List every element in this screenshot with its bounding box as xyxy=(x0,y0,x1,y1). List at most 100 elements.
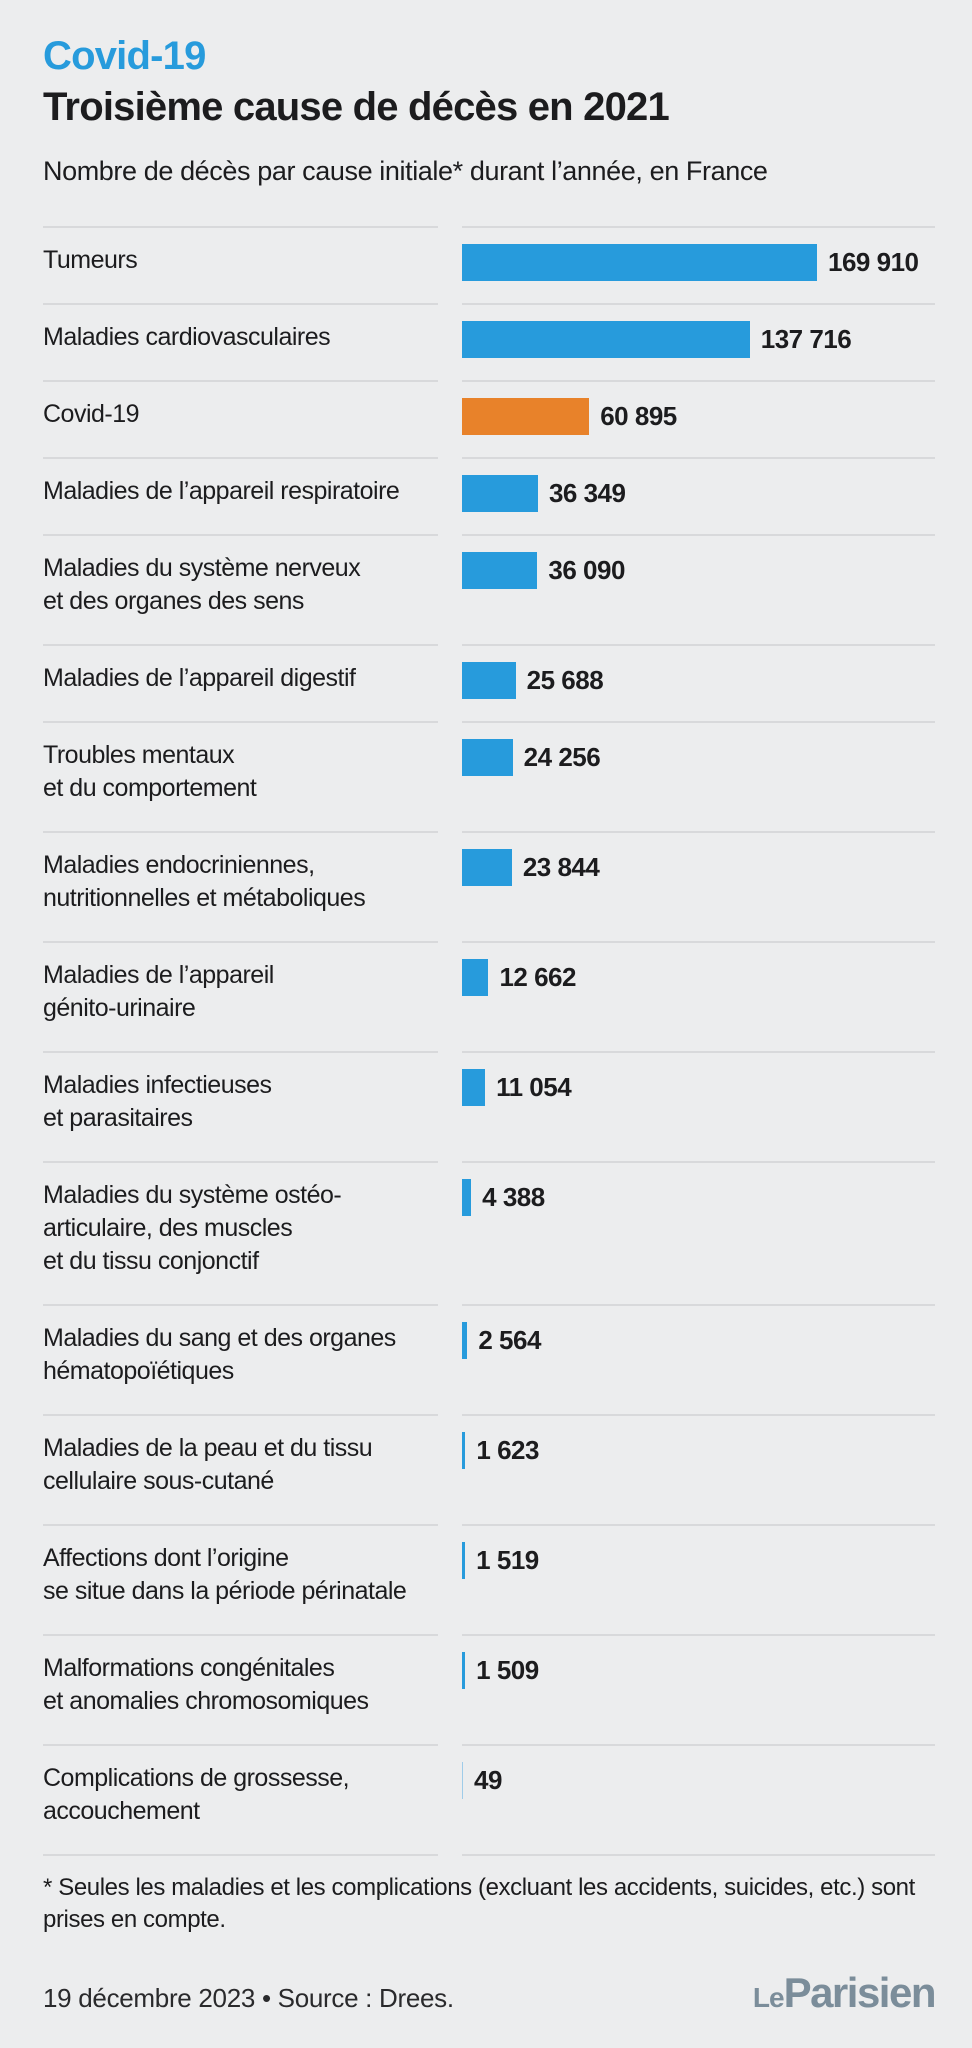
bar xyxy=(462,661,516,699)
value-label: 11 054 xyxy=(496,1071,572,1102)
row-label: Maladies de l’appareil digestif xyxy=(43,662,438,721)
row-bar-cell: 137 716 xyxy=(462,302,935,380)
value-label: 137 716 xyxy=(760,323,852,354)
page-title: Troisième cause de décès en 2021 xyxy=(43,84,670,129)
row-divider-right xyxy=(462,1160,935,1163)
bar-wrap: 11 054 xyxy=(462,1068,935,1106)
closing-divider-left-cell xyxy=(43,1853,462,1856)
row-label-line: Maladies de l’appareil xyxy=(43,960,274,989)
row-bar-cell: 23 844 xyxy=(462,830,935,941)
le-parisien-logo: LeParisien xyxy=(752,1971,937,2014)
row-label-cell: Complications de grossesse, accouchement xyxy=(43,1743,462,1854)
chart-row: Affections dont l’origine se situe dans l… xyxy=(43,1523,935,1634)
row-divider-left xyxy=(43,1303,438,1306)
row-bar-cell: 2 564 xyxy=(462,1303,935,1414)
row-divider-right xyxy=(462,720,935,723)
row-divider-left xyxy=(43,1050,438,1053)
row-label: Maladies de l’appareil respiratoire xyxy=(43,475,438,534)
row-label-line: Maladies du système ostéo- xyxy=(43,1180,342,1209)
value-label: 1 509 xyxy=(476,1654,539,1685)
value-label: 1 623 xyxy=(476,1434,539,1465)
chart-row: Covid-19 60 895 xyxy=(43,379,935,457)
row-label: Maladies infectieuses et parasitaires xyxy=(43,1069,438,1161)
bar-wrap: 137 716 xyxy=(462,320,935,358)
row-label-line: nutritionnelles et métaboliques xyxy=(43,883,366,912)
bar xyxy=(462,474,538,512)
row-label: Maladies de l’appareil génito-urinaire xyxy=(43,959,438,1051)
row-label-line: Maladies endocriniennes, xyxy=(43,850,315,879)
row-divider-left xyxy=(43,1413,438,1416)
row-divider-right xyxy=(462,1413,935,1416)
bar xyxy=(462,320,750,358)
closing-divider-right xyxy=(462,1853,935,1856)
row-divider-right xyxy=(462,302,935,305)
chart-row: Maladies de l’appareil respiratoire 36 3… xyxy=(43,456,935,534)
row-label: Maladies cardiovasculaires xyxy=(43,321,438,380)
row-label-cell: Maladies cardiovasculaires xyxy=(43,302,462,380)
row-divider-left xyxy=(43,1160,438,1163)
row-label-line: génito-urinaire xyxy=(43,993,196,1022)
row-label: Troubles mentaux et du comportement xyxy=(43,739,438,831)
bar xyxy=(462,243,817,281)
row-label: Maladies du système ostéo-articulaire, d… xyxy=(43,1179,438,1304)
row-label-line: Maladies du sang et des organes xyxy=(43,1323,396,1352)
value-label: 25 688 xyxy=(526,664,604,695)
row-label-line: et du tissu conjonctif xyxy=(43,1246,259,1275)
bar-wrap: 60 895 xyxy=(462,397,935,435)
footer: 19 décembre 2023 • Source : Drees. LePar… xyxy=(43,1971,937,2014)
row-divider-right xyxy=(462,379,935,382)
bar-wrap: 49 xyxy=(462,1761,935,1799)
row-divider-right xyxy=(462,940,935,943)
row-bar-cell: 1 519 xyxy=(462,1523,935,1634)
chart-row: Maladies du sang et des organes hématopoï… xyxy=(43,1303,935,1414)
row-divider-left xyxy=(43,720,438,723)
row-label-line: Covid-19 xyxy=(43,399,140,428)
chart-subtitle: Nombre de décès par cause initiale* dura… xyxy=(43,155,768,186)
row-label: Maladies du sang et des organes hématopoï… xyxy=(43,1322,438,1414)
logo-le: Le xyxy=(752,1981,785,2013)
row-divider-left xyxy=(43,1633,438,1636)
row-label-cell: Maladies infectieuses et parasitaires xyxy=(43,1050,462,1161)
value-label: 2 564 xyxy=(478,1324,541,1355)
row-label-line: accouchement xyxy=(43,1796,200,1825)
bar-wrap: 23 844 xyxy=(462,848,935,886)
chart-row: Malformations congénitales et anomalies c… xyxy=(43,1633,935,1744)
bar xyxy=(462,848,512,886)
row-bar-cell: 49 xyxy=(462,1743,935,1854)
row-label-line: se situe dans la période périnatale xyxy=(43,1576,407,1605)
bar-wrap: 12 662 xyxy=(462,958,935,996)
bar-wrap: 25 688 xyxy=(462,661,935,699)
row-divider-left xyxy=(43,643,438,646)
row-label-cell: Tumeurs xyxy=(43,225,462,303)
row-divider-right xyxy=(462,533,935,536)
bar-chart: Tumeurs 169 910 Maladies cardiovasculair… xyxy=(43,225,935,1856)
row-divider-left xyxy=(43,940,438,943)
row-label-line: et du comportement xyxy=(43,773,257,802)
bar xyxy=(462,738,513,776)
row-divider-right xyxy=(462,830,935,833)
chart-row: Maladies de l’appareil digestif 25 688 xyxy=(43,643,935,721)
closing-divider-right-cell xyxy=(462,1853,935,1856)
bar-wrap: 4 388 xyxy=(462,1178,935,1216)
row-bar-cell: 1 623 xyxy=(462,1413,935,1524)
bar xyxy=(462,1761,463,1799)
row-divider-right xyxy=(462,456,935,459)
row-divider-right xyxy=(462,1523,935,1526)
row-bar-cell: 60 895 xyxy=(462,379,935,457)
chart-row: Maladies endocriniennes, nutritionnelles … xyxy=(43,830,935,941)
row-label-line: et anomalies chromosomiques xyxy=(43,1686,369,1715)
row-bar-cell: 12 662 xyxy=(462,940,935,1051)
chart-row: Maladies du système ostéo-articulaire, d… xyxy=(43,1160,935,1304)
closing-divider-left xyxy=(43,1853,438,1856)
row-divider-left xyxy=(43,1523,438,1526)
value-label: 49 xyxy=(474,1764,502,1795)
bar-wrap: 2 564 xyxy=(462,1321,935,1359)
row-bar-cell: 11 054 xyxy=(462,1050,935,1161)
dateline: 19 décembre 2023 • Source : Drees. xyxy=(43,1982,454,2013)
value-label: 24 256 xyxy=(523,741,601,772)
row-bar-cell: 24 256 xyxy=(462,720,935,831)
row-label-line: cellulaire sous-cutané xyxy=(43,1466,274,1495)
value-label: 60 895 xyxy=(600,400,677,431)
bar-wrap: 36 090 xyxy=(462,551,935,589)
